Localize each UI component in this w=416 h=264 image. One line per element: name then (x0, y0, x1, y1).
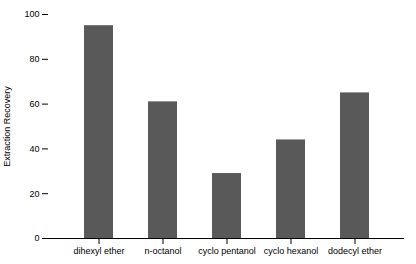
svg-text:0: 0 (34, 233, 39, 243)
svg-text:n-octanol: n-octanol (144, 246, 181, 256)
svg-text:20: 20 (29, 189, 39, 199)
svg-text:40: 40 (29, 144, 39, 154)
svg-text:cyclo pentanol: cyclo pentanol (198, 246, 256, 256)
svg-text:80: 80 (29, 54, 39, 64)
svg-text:dodecyl ether: dodecyl ether (328, 246, 382, 256)
svg-text:Extraction Recovery: Extraction Recovery (2, 86, 12, 167)
svg-text:60: 60 (29, 99, 39, 109)
svg-text:100: 100 (24, 9, 39, 19)
svg-text:dihexyl ether: dihexyl ether (73, 246, 124, 256)
svg-text:cyclo hexanol: cyclo hexanol (264, 246, 319, 256)
